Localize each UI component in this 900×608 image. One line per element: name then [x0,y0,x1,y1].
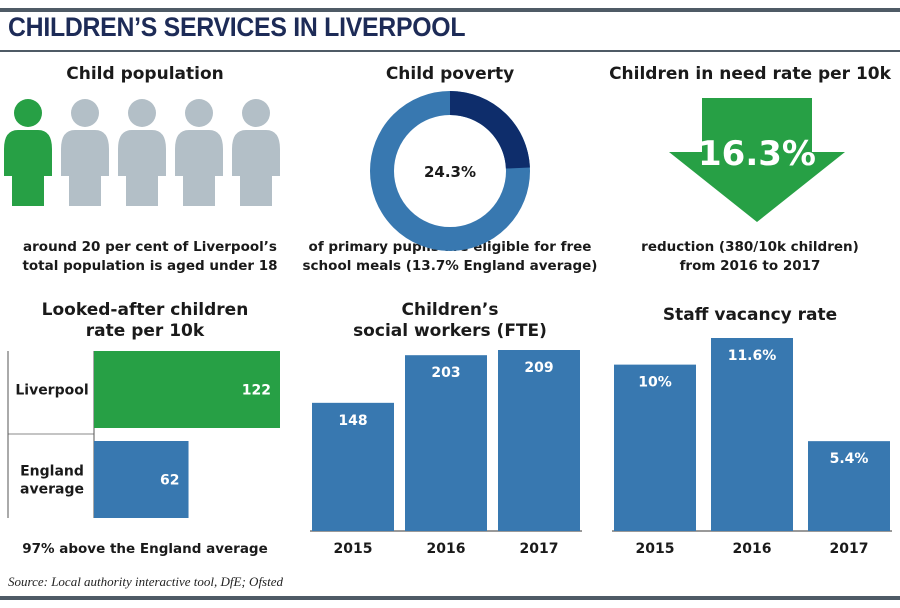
need-value-label: 16.3% [698,134,816,174]
need-heading: Children in need rate per 10k [609,64,891,84]
social-workers-value-label: 209 [524,360,553,376]
source-note: Source: Local authority interactive tool… [8,574,283,589]
looked-after-category-label: England [20,464,84,480]
need-caption: reduction (380/10k children) from 2016 t… [600,238,900,276]
person-body [61,130,109,206]
bottom-rule [0,596,900,600]
looked-after-heading-line2: rate per 10k [85,321,205,341]
vacancy-value-label: 5.4% [830,451,869,467]
vacancy-category-label: 2015 [636,541,675,557]
looked-after-note: 97% above the England average [22,541,268,557]
donut-value-label: 24.3% [424,163,476,181]
vacancy-category-label: 2016 [733,541,772,557]
person-body [175,130,223,206]
social-workers-category-label: 2016 [427,541,466,557]
person-icon [61,99,109,206]
vacancy-value-label: 11.6% [728,348,777,364]
looked-after-category-label: Liverpool [15,383,88,399]
donut-slice-eligible [450,91,530,169]
social-workers-heading: Children’s social workers (FTE) [300,300,600,342]
vacancy-bar [614,364,696,531]
person-icon [4,99,52,206]
looked-after-heading-line1: Looked-after children [41,300,249,320]
looked-after-heading: Looked-after children rate per 10k [0,300,290,342]
person-icon [118,99,166,206]
need-caption-line2: from 2016 to 2017 [679,258,821,274]
looked-after-bar [94,441,189,518]
title-rule [0,50,900,52]
down-arrow-icon [669,98,845,222]
person-body [118,130,166,206]
vacancy-value-label: 10% [638,375,672,391]
population-caption-line1: around 20 per cent of Liverpool’s [23,239,277,255]
social-workers-heading-line1: Children’s [401,300,499,320]
looked-after-category-label: average [20,482,84,498]
person-head [14,99,42,127]
population-caption: around 20 per cent of Liverpool’s total … [0,238,300,276]
person-head [242,99,270,127]
population-heading: Child population [66,64,224,84]
social-workers-bar [405,355,487,531]
social-workers-value-label: 203 [431,365,460,381]
social-workers-bar [312,402,394,531]
population-caption-line2: total population is aged under 18 [22,258,278,274]
top-rule [0,8,900,12]
person-head [128,99,156,127]
vacancy-heading: Staff vacancy rate [662,305,838,325]
vacancy-bar [711,338,793,531]
social-workers-value-label: 148 [338,413,367,429]
looked-after-value-label: 122 [242,383,271,399]
vacancy-bar [808,441,890,531]
person-icon [232,99,280,206]
social-workers-bar [498,350,580,531]
social-workers-category-label: 2017 [520,541,559,557]
person-body [4,130,52,206]
need-caption-line1: reduction (380/10k children) [641,239,859,255]
person-head [185,99,213,127]
page-title: CHILDREN’S SERVICES IN LIVERPOOL [8,12,466,42]
vacancy-category-label: 2017 [830,541,869,557]
poverty-heading: Child poverty [385,64,515,84]
poverty-caption-line2: school meals (13.7% England average) [302,258,598,274]
social-workers-heading-line2: social workers (FTE) [353,321,547,341]
looked-after-bar [94,351,280,428]
person-head [71,99,99,127]
looked-after-value-label: 62 [160,473,179,489]
person-icon [175,99,223,206]
social-workers-category-label: 2015 [334,541,373,557]
person-body [232,130,280,206]
